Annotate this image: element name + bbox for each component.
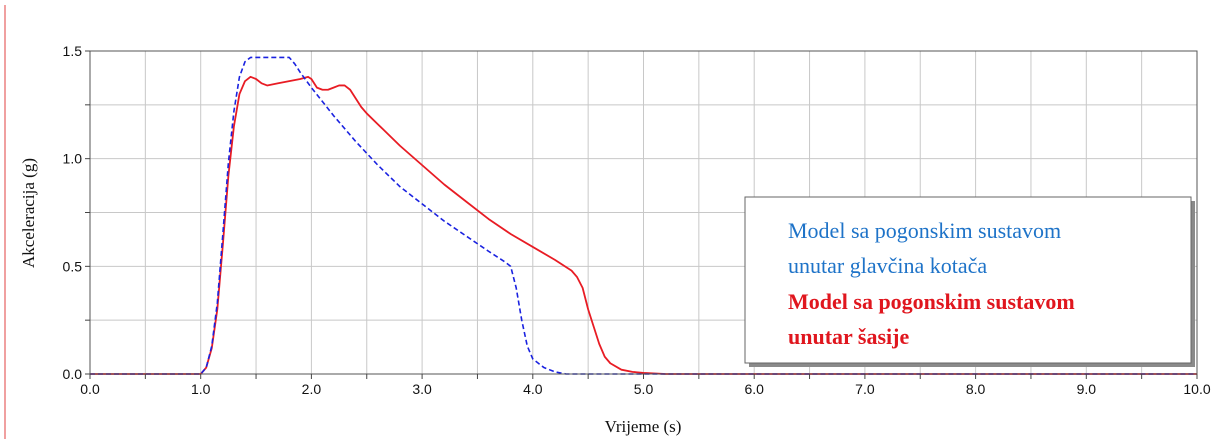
series-line-1 <box>90 75 1197 375</box>
series-layer <box>90 56 1197 375</box>
legend: Model sa pogonskim sustavom unutar glavč… <box>744 196 1195 367</box>
x-tick-label-3: 3.0 <box>412 381 432 397</box>
x-tick-label-4: 4.0 <box>523 381 543 397</box>
y-tick-label-2: 1.0 <box>63 151 83 167</box>
x-tick-label-1: 1.0 <box>191 381 211 397</box>
ticks: 0.0 1.0 2.0 3.0 4.0 5.0 6.0 7.0 8.0 9.0 10.0 0.0 0.5… <box>63 43 1211 397</box>
y-tick-label-1: 0.5 <box>63 258 83 274</box>
y-tick-label-3: 1.5 <box>63 43 83 59</box>
x-tick-label-0: 0.0 <box>80 381 100 397</box>
y-axis-label: Akceleracija (g) <box>19 158 38 268</box>
x-tick-label-8: 8.0 <box>966 381 986 397</box>
legend-entry-1-line-1: Model sa pogonskim sustavom <box>788 218 1061 243</box>
legend-box <box>744 196 1192 364</box>
series-line-2 <box>90 56 1197 375</box>
legend-entry-1-line-2: unutar glavčina kotača <box>788 253 987 278</box>
x-tick-label-2: 2.0 <box>302 381 322 397</box>
x-tick-label-10: 10.0 <box>1183 381 1210 397</box>
x-axis-label: Vrijeme (s) <box>605 417 682 436</box>
x-tick-label-9: 9.0 <box>1077 381 1097 397</box>
legend-entry-2-line-1: Model sa pogonskim sustavom <box>788 289 1075 314</box>
x-tick-label-7: 7.0 <box>855 381 875 397</box>
x-tick-label-5: 5.0 <box>634 381 654 397</box>
y-tick-label-0: 0.0 <box>63 366 83 382</box>
x-tick-label-6: 6.0 <box>744 381 764 397</box>
legend-entry-2-line-2: unutar šasije <box>788 324 909 349</box>
